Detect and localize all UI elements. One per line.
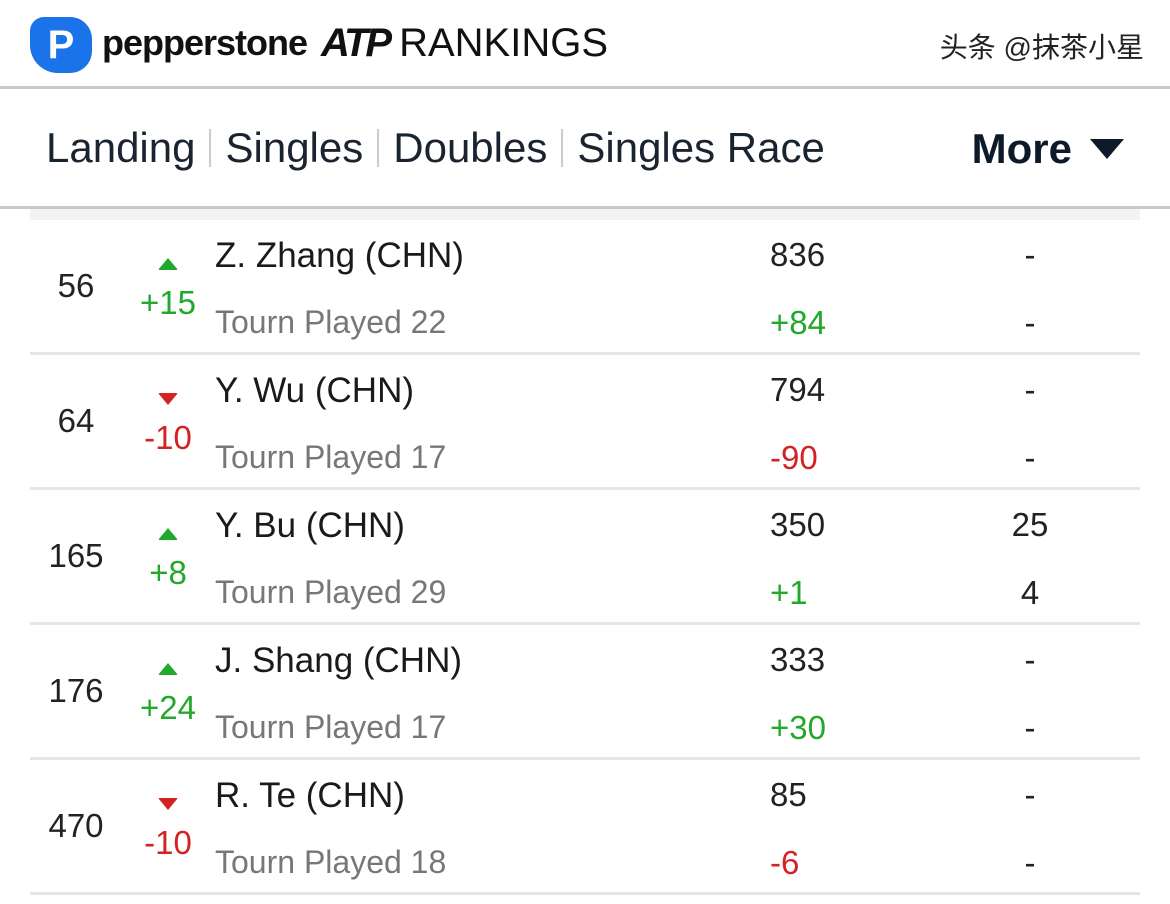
rank-movement: +15 bbox=[140, 284, 196, 321]
ranking-row[interactable]: 165 +8 Y. Bu (CHN) Tourn Played 29 350 +… bbox=[30, 490, 1140, 625]
tournaments-played: Tourn Played 22 bbox=[215, 304, 447, 340]
divider bbox=[0, 86, 1170, 89]
more-menu-button[interactable]: More bbox=[972, 125, 1124, 173]
points-change: -90 bbox=[770, 439, 818, 476]
tournaments-played: Tourn Played 29 bbox=[215, 574, 447, 610]
player-name[interactable]: R. Te (CHN) bbox=[215, 776, 405, 815]
rank-movement: +8 bbox=[149, 554, 187, 591]
extra-value-top: - bbox=[1024, 776, 1036, 813]
tournaments-played: Tourn Played 17 bbox=[215, 709, 447, 745]
player-name[interactable]: Y. Bu (CHN) bbox=[215, 506, 405, 545]
ranking-row[interactable]: 176 +24 J. Shang (CHN) Tourn Played 17 3… bbox=[30, 625, 1140, 760]
arrow-down-icon bbox=[158, 798, 178, 810]
watermark: 头条 @抹茶小星 bbox=[939, 32, 1144, 63]
points-change: -6 bbox=[770, 844, 800, 881]
points-change: +1 bbox=[770, 574, 808, 611]
extra-value-top: - bbox=[1024, 371, 1036, 408]
tab-landing[interactable]: Landing bbox=[46, 123, 196, 171]
rank: 64 bbox=[57, 402, 95, 439]
extra-value-top: - bbox=[1024, 641, 1036, 678]
header: P pepperstone ATP RANKINGS bbox=[0, 0, 1170, 86]
arrow-down-icon bbox=[158, 393, 178, 405]
points: 794 bbox=[770, 371, 826, 408]
player-name[interactable]: J. Shang (CHN) bbox=[215, 641, 463, 680]
points: 350 bbox=[770, 506, 826, 543]
arrow-up-icon bbox=[158, 528, 178, 540]
points: 836 bbox=[770, 236, 826, 273]
caret-down-icon bbox=[1090, 139, 1124, 159]
tournaments-played: Tourn Played 18 bbox=[215, 844, 447, 880]
player-name[interactable]: Z. Zhang (CHN) bbox=[215, 236, 464, 275]
rank: 165 bbox=[48, 537, 104, 574]
rank-movement: -10 bbox=[144, 419, 192, 456]
divider bbox=[377, 128, 380, 167]
tab-singles-race[interactable]: Singles Race bbox=[577, 123, 825, 171]
more-label: More bbox=[971, 125, 1072, 172]
rank: 56 bbox=[57, 267, 95, 304]
extra-value-bottom: - bbox=[1024, 709, 1036, 746]
points-change: +84 bbox=[770, 304, 826, 341]
divider bbox=[0, 206, 1170, 209]
brand-name: pepperstone bbox=[102, 22, 308, 63]
ranking-row[interactable]: 56 +15 Z. Zhang (CHN) Tourn Played 22 83… bbox=[30, 220, 1140, 355]
arrow-up-icon bbox=[158, 663, 178, 675]
extra-value-bottom: - bbox=[1024, 439, 1036, 476]
divider bbox=[561, 128, 564, 167]
list-top-strip bbox=[30, 209, 1140, 220]
extra-value-top: 25 bbox=[1011, 506, 1049, 543]
player-name[interactable]: Y. Wu (CHN) bbox=[215, 371, 415, 410]
atp-logo: ATP bbox=[321, 20, 392, 65]
extra-value-bottom: 4 bbox=[1020, 574, 1040, 611]
tab-doubles[interactable]: Doubles bbox=[393, 123, 548, 171]
rank: 470 bbox=[48, 807, 104, 844]
tab-singles[interactable]: Singles bbox=[225, 123, 364, 171]
divider bbox=[209, 128, 212, 167]
page-title: RANKINGS bbox=[399, 20, 609, 65]
extra-value-top: - bbox=[1024, 236, 1036, 273]
points: 85 bbox=[770, 776, 807, 813]
ranking-row[interactable]: 64 -10 Y. Wu (CHN) Tourn Played 17 794 -… bbox=[30, 355, 1140, 490]
points: 333 bbox=[770, 641, 826, 678]
ranking-row[interactable]: 470 -10 R. Te (CHN) Tourn Played 18 85 -… bbox=[30, 760, 1140, 895]
tournaments-played: Tourn Played 17 bbox=[215, 439, 447, 475]
nav-tabs: Landing Singles Doubles Singles Race Mor… bbox=[0, 89, 1170, 206]
rank: 176 bbox=[48, 672, 104, 709]
arrow-up-icon bbox=[158, 258, 178, 270]
rank-movement: -10 bbox=[144, 824, 192, 861]
extra-value-bottom: - bbox=[1024, 844, 1036, 881]
extra-value-bottom: - bbox=[1024, 304, 1036, 341]
pepperstone-logo-icon: P bbox=[30, 17, 92, 73]
points-change: +30 bbox=[770, 709, 826, 746]
rank-movement: +24 bbox=[140, 689, 196, 726]
